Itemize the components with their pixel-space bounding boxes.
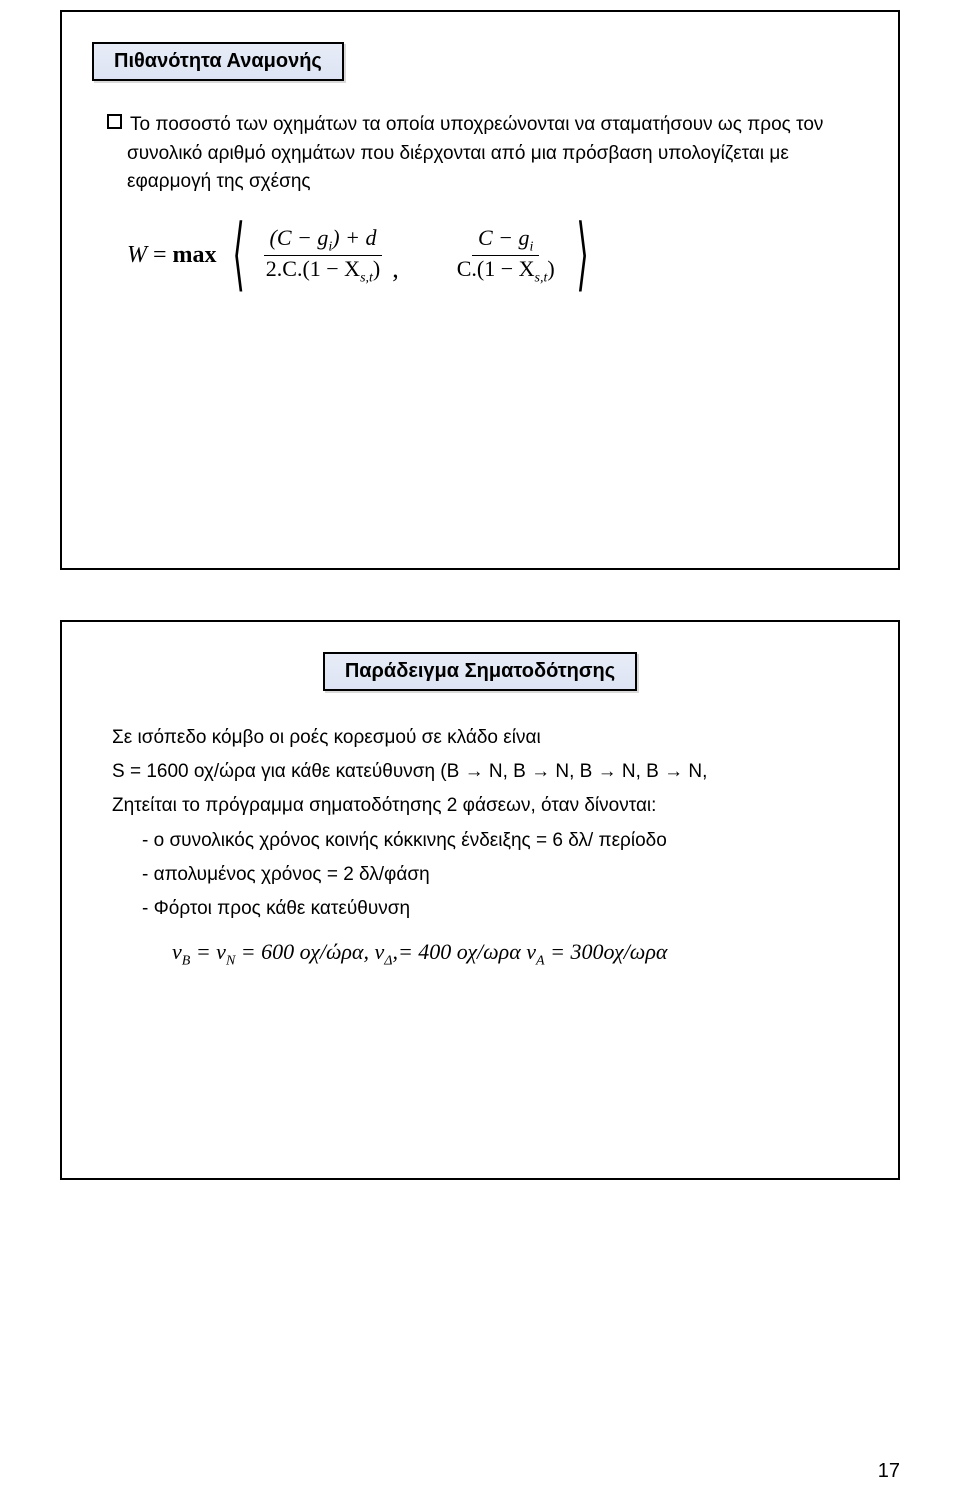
formula-op: max xyxy=(173,242,217,269)
slide-1: Πιθανότητα Αναμονής Το ποσοστό των οχημά… xyxy=(60,10,900,570)
bullet-icon xyxy=(107,114,122,129)
slide-1-formula: W = max ⟨ (C − gi) + d 2.C.(1 − Xs,t) , … xyxy=(127,225,853,287)
slide-2-formula-line: vB = vN = 600 οχ/ώρα, vΔ,= 400 οχ/ωρα vA… xyxy=(112,932,853,974)
frac1-den-b: ) xyxy=(373,256,380,281)
slide-1-title: Πιθανότητα Αναμονής xyxy=(114,50,322,72)
slide-1-body: Το ποσοστό των οχημάτων τα οποία υποχρεώ… xyxy=(107,111,853,197)
frac2-den-sub: s,t xyxy=(535,270,548,285)
formula-frac-2: C − gi C.(1 − Xs,t) xyxy=(451,225,561,287)
fl-p1c: = 600 οχ/ώρα, v xyxy=(235,939,384,964)
frac2-den-a: C.(1 − X xyxy=(457,256,535,281)
angle-right-icon: ⟩ xyxy=(576,225,588,285)
slide-1-body-text: Το ποσοστό των οχημάτων τα οποία υποχρεώ… xyxy=(127,114,823,192)
frac1-num: (C − gi) + d xyxy=(264,225,383,256)
slide-2: Παράδειγμα Σηματοδότησης Σε ισόπεδο κόμβ… xyxy=(60,620,900,1180)
formula-lhs: W xyxy=(127,242,147,269)
slide-2-title-wrap: Παράδειγμα Σηματοδότησης xyxy=(107,652,853,721)
slide-2-title-box: Παράδειγμα Σηματοδότησης xyxy=(323,652,637,691)
frac1-den-a: 2.C.(1 − X xyxy=(266,256,360,281)
slide-2-body: Σε ισόπεδο κόμβο οι ροές κορεσμού σε κλά… xyxy=(112,721,853,974)
angle-left-icon: ⟨ xyxy=(232,225,244,285)
frac1-num-a: (C − g xyxy=(270,225,329,250)
frac2-den-b: ) xyxy=(547,256,554,281)
frac2-den: C.(1 − Xs,t) xyxy=(451,256,561,286)
fl-p1a: v xyxy=(172,939,182,964)
formula-comma: , xyxy=(392,254,399,286)
formula-eq: = xyxy=(153,242,167,269)
frac1-den-sub: s,t xyxy=(360,270,373,285)
formula-frac-1: (C − gi) + d 2.C.(1 − Xs,t) xyxy=(260,225,386,287)
fl-p1sub2: N xyxy=(226,954,235,969)
frac1-den: 2.C.(1 − Xs,t) xyxy=(260,256,386,286)
slide-2-line-1: Σε ισόπεδο κόμβο οι ροές κορεσμού σε κλά… xyxy=(112,727,541,748)
frac2-num-a: C − g xyxy=(478,225,530,250)
frac2-num: C − gi xyxy=(472,225,539,256)
slide-2-line-4: - ο συνολικός χρόνος κοινής κόκκινης ένδ… xyxy=(112,824,853,858)
slide-2-line-5: - απολυμένος χρόνος = 2 δλ/φάση xyxy=(112,858,853,892)
fl-p3a: = 300οχ/ωρα xyxy=(545,939,668,964)
slide-2-line-6: - Φόρτοι προς κάθε κατεύθυνση xyxy=(112,892,853,926)
slide-2-title: Παράδειγμα Σηματοδότησης xyxy=(345,660,615,682)
slide-title-box: Πιθανότητα Αναμονής xyxy=(92,42,344,81)
fl-p2a: ,= 400 οχ/ωρα v xyxy=(392,939,536,964)
slide-2-line-2: S = 1600 οχ/ώρα για κάθε κατεύθυνση (Β →… xyxy=(112,761,707,782)
frac1-num-b: ) + d xyxy=(332,225,376,250)
slide-2-line-3: Ζητείται το πρόγραμμα σηματοδότησης 2 φά… xyxy=(112,795,656,816)
frac2-num-sub: i xyxy=(530,239,534,254)
fl-p1b: = v xyxy=(190,939,226,964)
page-number: 17 xyxy=(878,1460,900,1483)
page: Πιθανότητα Αναμονής Το ποσοστό των οχημά… xyxy=(0,0,960,1501)
fl-p3sub: A xyxy=(536,954,545,969)
